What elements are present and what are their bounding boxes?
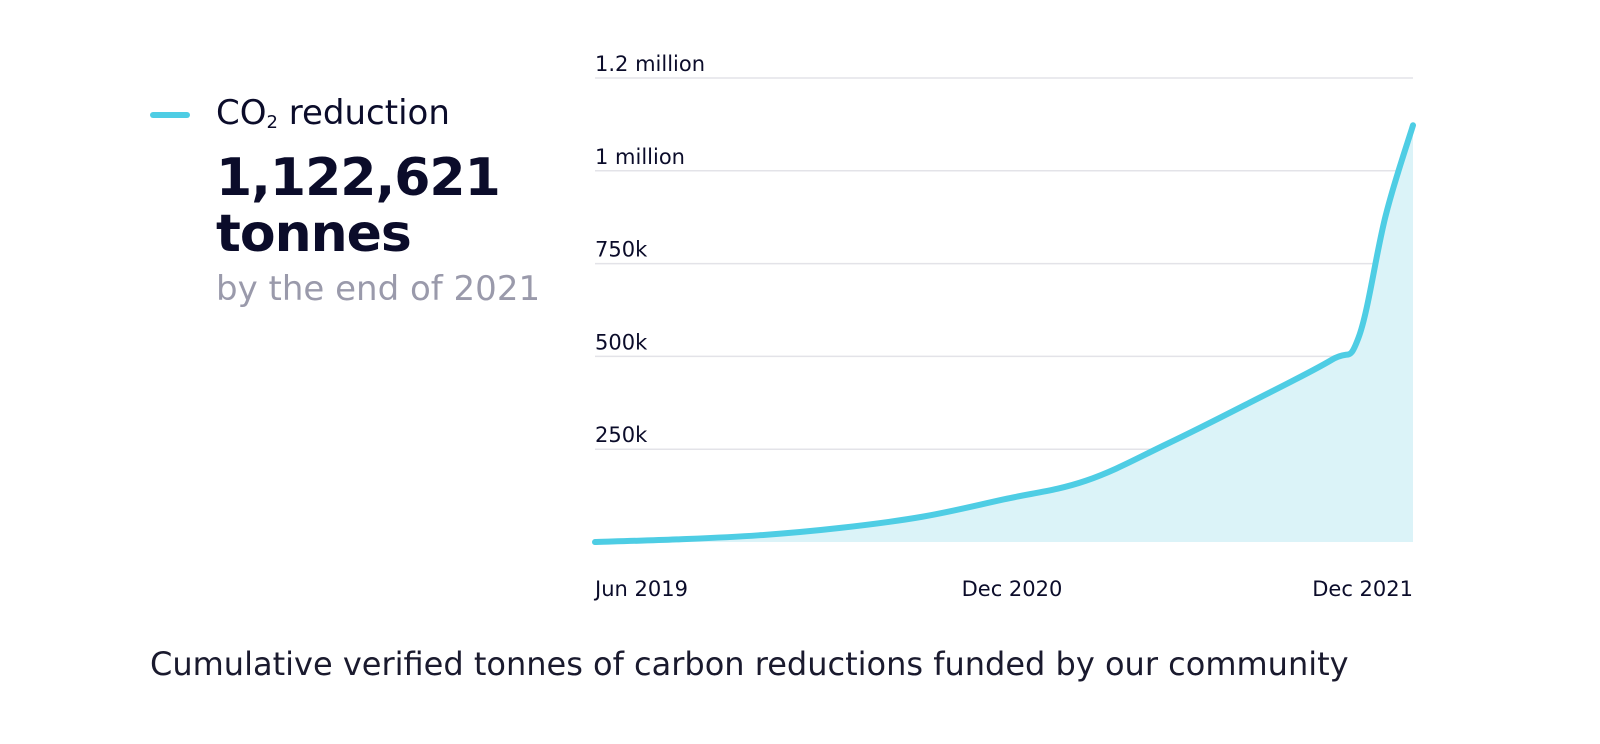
legend-label: CO2 reduction xyxy=(216,93,450,133)
x-tick-label-2: Dec 2021 xyxy=(1312,577,1413,601)
chart-caption: Cumulative verified tonnes of carbon red… xyxy=(150,645,1349,683)
y-tick-label-2: 750k xyxy=(595,238,648,262)
total-subtext: by the end of 2021 xyxy=(216,269,541,309)
total-value: 1,122,621 tonnes xyxy=(216,148,501,264)
area-fill xyxy=(595,125,1413,542)
y-tick-label-3: 1 million xyxy=(595,145,685,169)
x-tick-label-0: Jun 2019 xyxy=(593,577,688,601)
y-tick-label-0: 250k xyxy=(595,423,648,447)
series-line xyxy=(592,122,1416,545)
y-tick-label-4: 1.2 million xyxy=(595,52,705,76)
y-tick-label-1: 500k xyxy=(595,330,648,354)
x-tick-label-1: Dec 2020 xyxy=(962,577,1063,601)
legend-swatch xyxy=(150,112,190,118)
